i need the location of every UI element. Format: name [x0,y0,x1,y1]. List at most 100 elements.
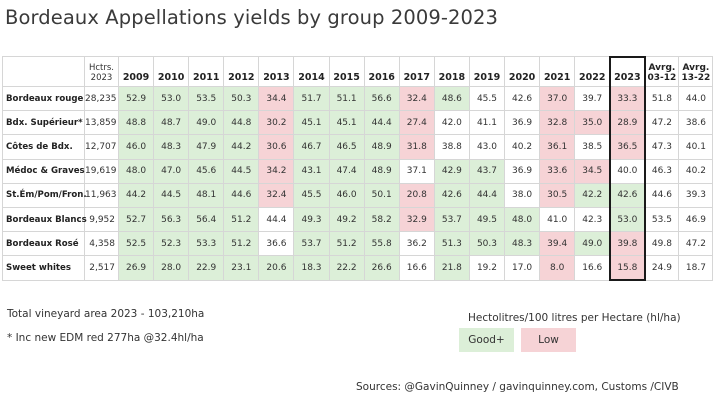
yield-cell: 53.0 [609,206,646,233]
avg-13-22-cell: 18.7 [678,255,714,281]
yield-cell: 16.6 [398,255,435,281]
yield-cell: 40.0 [609,158,646,184]
hectares-cell: 28,235 [84,85,119,112]
yield-cell: 42.3 [574,206,611,233]
avg-13-22-cell: 46.9 [678,206,714,233]
row-label: Bordeaux Blancs [2,206,87,233]
avg-03-12-cell: 49.8 [644,231,680,257]
header-year: 2018 [433,56,470,87]
yield-cell: 51.1 [328,85,365,112]
yield-cell: 48.6 [433,85,470,112]
row-label: Sweet whites [2,255,85,281]
yield-cell: 49.5 [468,206,506,233]
edm-footnote: * Inc new EDM red 277ha @32.4hl/ha [7,332,204,344]
row-label: Côtes de Bdx. [2,134,85,160]
yield-cell: 32.9 [398,206,435,233]
yield-cell: 38.5 [574,134,611,160]
yield-cell: 50.1 [363,182,400,208]
header-year: 2021 [539,56,576,87]
yield-cell: 44.4 [363,110,400,136]
unit-label: Hectolitres/100 litres per Hectare (hl/h… [468,312,681,324]
yield-cell: 23.1 [223,255,260,281]
yield-cell: 53.7 [293,231,330,257]
yield-cell: 48.3 [153,134,190,160]
yield-cell: 8.0 [539,255,576,281]
yield-cell: 44.4 [468,182,506,208]
yield-cell: 27.4 [398,110,435,136]
yield-cell: 26.6 [363,255,400,281]
yield-cell: 46.5 [328,134,365,160]
yield-cell: 53.5 [188,85,225,112]
yield-cell: 43.1 [293,158,330,184]
yield-cell: 21.8 [433,255,470,281]
yield-cell: 51.2 [223,206,260,233]
avg-13-22-cell: 39.3 [678,182,714,208]
hectares-cell: 13,859 [84,110,119,136]
yield-cell: 44.4 [258,206,295,233]
chart-title: Bordeaux Appellations yields by group 20… [5,6,499,29]
avg-03-12-cell: 46.3 [644,158,680,184]
yield-cell: 45.1 [293,110,330,136]
avg-03-12-cell: 51.8 [644,85,680,112]
yield-cell: 41.0 [539,206,576,233]
yield-cell: 45.6 [188,158,225,184]
yield-cell: 49.0 [188,110,225,136]
hectares-cell: 19,619 [84,158,119,184]
yield-cell: 44.5 [153,182,190,208]
yield-cell: 50.3 [223,85,260,112]
yield-cell: 49.2 [328,206,365,233]
header-year: 2020 [504,56,541,87]
yield-cell: 49.0 [574,231,611,257]
yield-cell: 36.9 [504,110,541,136]
yield-cell: 52.9 [117,85,155,112]
hectares-cell: 9,952 [84,206,119,233]
header.avg1-line: 03-12 [647,73,677,83]
table-row: Bordeaux Blancs 9,952 52.7 56.3 56.4 51.2 44.4… [2,206,714,233]
yield-cell: 30.5 [539,182,576,208]
header-year: 2014 [293,56,330,87]
yield-cell: 53.3 [188,231,225,257]
row-label: Médoc & Graves [2,158,85,184]
header-hectares: Hctrs. 2023 [84,56,119,87]
yield-cell: 30.2 [258,110,295,136]
header.hctrs-line: Hctrs. [88,63,115,73]
header-year: 2022 [574,56,611,87]
header.avg2-line: 13-22 [681,73,711,83]
table-row: Sweet whites 2,517 26.9 28.0 22.9 23.1 20.6 18.… [2,255,714,281]
legend-low: Low [521,328,576,352]
yield-cell: 32.8 [539,110,576,136]
yield-cell: 36.2 [398,231,435,257]
yield-cell: 28.9 [609,110,646,136]
yield-cell: 42.9 [433,158,470,184]
avg-13-22-cell: 44.0 [678,85,714,112]
header-year: 2013 [258,56,295,87]
row-label: Bdx. Supérieur* [2,110,85,136]
yield-cell: 49.3 [293,206,330,233]
yield-cell: 52.3 [153,231,190,257]
yield-cell: 44.6 [223,182,260,208]
yield-cell: 46.0 [117,134,155,160]
row-label: St.Ém/Pom/Fron. [2,182,87,208]
yield-cell: 33.3 [609,85,646,112]
header-avg-13-22: Avrg. 13-22 [678,56,714,87]
yield-cell: 55.8 [363,231,400,257]
yield-cell: 36.1 [539,134,576,160]
hectares-cell: 12,707 [84,134,119,160]
yield-cell: 44.5 [223,158,260,184]
table-row: Bordeaux rouge 28,235 52.9 53.0 53.5 50.3 34.4… [2,85,714,112]
header-year: 2017 [398,56,435,87]
avg-13-22-cell: 38.6 [678,110,714,136]
table-row: Bdx. Supérieur* 13,859 48.8 48.7 49.0 44.8 30.… [2,110,714,136]
yield-cell: 40.2 [504,134,541,160]
yield-cell: 22.2 [328,255,365,281]
yield-cell: 56.6 [363,85,400,112]
yield-cell: 48.3 [504,231,541,257]
yield-cell: 20.6 [258,255,295,281]
yield-cell: 36.5 [609,134,646,160]
yield-cell: 51.2 [328,231,365,257]
yield-cell: 48.9 [363,158,400,184]
header-year: 2010 [153,56,190,87]
hectares-cell: 4,358 [84,231,119,257]
yield-cell: 39.7 [574,85,611,112]
yield-cell: 45.5 [293,182,330,208]
